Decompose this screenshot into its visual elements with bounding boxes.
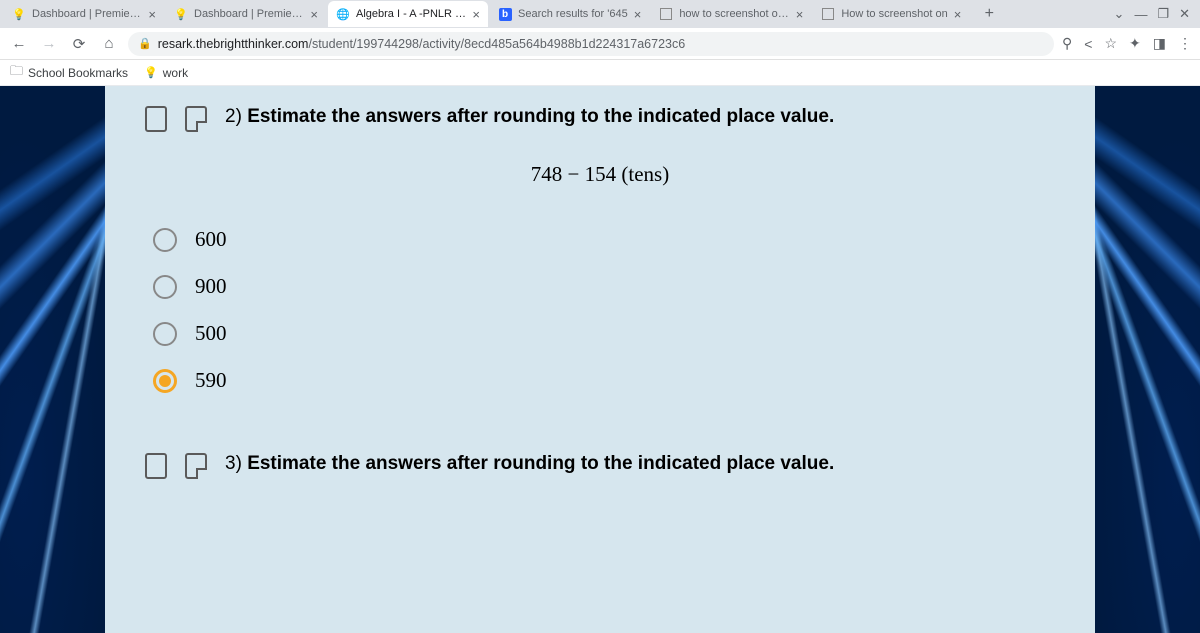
tab-4[interactable]: how to screenshot on h × xyxy=(651,1,811,27)
nav-home-button[interactable]: ⌂ xyxy=(98,33,120,55)
radio-button[interactable] xyxy=(153,275,177,299)
bookmark-1[interactable]: 💡 work xyxy=(144,62,188,84)
extensions-icon[interactable]: ✦ xyxy=(1129,35,1141,52)
radio-button[interactable] xyxy=(153,322,177,346)
tab-title: Dashboard | Premier H xyxy=(32,8,142,20)
toolbar: ← → ⟳ ⌂ 🔒 resark.thebrightthinker.com/st… xyxy=(0,28,1200,60)
option-3[interactable]: 590 xyxy=(153,368,1055,393)
window-close-icon[interactable]: ✕ xyxy=(1179,6,1190,22)
note-icon[interactable] xyxy=(185,106,207,132)
tab-title: Search results for '645 xyxy=(518,8,628,20)
option-0[interactable]: 600 xyxy=(153,227,1055,252)
tab-favicon xyxy=(821,7,835,21)
tab-close-icon[interactable]: × xyxy=(472,7,480,22)
url-host: resark.thebrightthinker.com xyxy=(158,37,309,51)
window-minimize-icon[interactable]: — xyxy=(1134,7,1147,22)
tab-close-icon[interactable]: × xyxy=(796,7,804,22)
tab-close-icon[interactable]: × xyxy=(310,7,318,22)
question-2-options: 600 900 500 590 xyxy=(153,227,1055,393)
tab-favicon: b xyxy=(498,7,512,21)
nav-reload-button[interactable]: ⟳ xyxy=(68,33,90,55)
background-left xyxy=(0,86,105,633)
option-label: 590 xyxy=(195,368,227,393)
tab-close-icon[interactable]: × xyxy=(148,7,156,22)
bookmark-label: work xyxy=(163,66,188,80)
background-right xyxy=(1095,86,1200,633)
tab-1[interactable]: 💡 Dashboard | Premier H × xyxy=(166,1,326,27)
option-label: 500 xyxy=(195,321,227,346)
radio-button[interactable] xyxy=(153,369,177,393)
tab-2[interactable]: 🌐 Algebra I - A -PNLR - Ac × xyxy=(328,1,488,27)
question-2: 2) Estimate the answers after rounding t… xyxy=(145,106,1055,393)
bookmark-icon[interactable] xyxy=(145,106,167,132)
new-tab-button[interactable]: + xyxy=(977,2,1001,26)
question-2-title: 2) Estimate the answers after rounding t… xyxy=(225,106,834,128)
tab-title: Algebra I - A -PNLR - Ac xyxy=(356,8,466,20)
option-label: 900 xyxy=(195,274,227,299)
bookmark-0[interactable]: 🗀 School Bookmarks xyxy=(10,62,128,84)
tab-close-icon[interactable]: × xyxy=(634,7,642,22)
tab-dropdown-icon[interactable]: ⌄ xyxy=(1114,6,1125,22)
address-bar[interactable]: 🔒 resark.thebrightthinker.com/student/19… xyxy=(128,32,1054,56)
lock-icon: 🔒 xyxy=(138,37,152,50)
option-1[interactable]: 900 xyxy=(153,274,1055,299)
note-icon[interactable] xyxy=(185,453,207,479)
tab-favicon xyxy=(659,7,673,21)
nav-forward-button[interactable]: → xyxy=(38,33,60,55)
location-icon[interactable]: ⚲ xyxy=(1062,35,1072,52)
tab-title: How to screenshot on xyxy=(841,8,947,20)
tab-3[interactable]: b Search results for '645 × xyxy=(490,1,649,27)
side-panel-icon[interactable]: ◨ xyxy=(1153,35,1166,52)
tab-5[interactable]: How to screenshot on × xyxy=(813,1,969,27)
radio-button[interactable] xyxy=(153,228,177,252)
bulb-icon: 💡 xyxy=(144,66,158,79)
tab-0[interactable]: 💡 Dashboard | Premier H × xyxy=(4,1,164,27)
bookmark-star-icon[interactable]: ☆ xyxy=(1104,35,1117,52)
tab-title: Dashboard | Premier H xyxy=(194,8,304,20)
bookmark-icon[interactable] xyxy=(145,453,167,479)
question-3-title: 3) Estimate the answers after rounding t… xyxy=(225,453,834,475)
option-label: 600 xyxy=(195,227,227,252)
question-3: 3) Estimate the answers after rounding t… xyxy=(145,453,1055,479)
menu-icon[interactable]: ⋮ xyxy=(1178,35,1192,52)
nav-back-button[interactable]: ← xyxy=(8,33,30,55)
tab-favicon: 🌐 xyxy=(336,7,350,21)
bookmarks-bar: 🗀 School Bookmarks 💡 work xyxy=(0,60,1200,86)
tab-strip: 💡 Dashboard | Premier H × 💡 Dashboard | Prem… xyxy=(0,0,1200,28)
folder-icon: 🗀 xyxy=(10,62,23,84)
question-2-expression: 748 − 154 (tens) xyxy=(145,162,1055,187)
share-icon[interactable]: < xyxy=(1084,36,1092,52)
tab-title: how to screenshot on h xyxy=(679,8,789,20)
tab-favicon: 💡 xyxy=(12,7,26,21)
main-panel: 2) Estimate the answers after rounding t… xyxy=(105,86,1095,633)
bookmark-label: School Bookmarks xyxy=(28,66,128,80)
content-area: 2) Estimate the answers after rounding t… xyxy=(0,86,1200,633)
tab-favicon: 💡 xyxy=(174,7,188,21)
tab-close-icon[interactable]: × xyxy=(954,7,962,22)
window-restore-icon[interactable]: ❐ xyxy=(1157,6,1169,22)
url-path: /student/199744298/activity/8ecd485a564b… xyxy=(308,37,685,51)
option-2[interactable]: 500 xyxy=(153,321,1055,346)
